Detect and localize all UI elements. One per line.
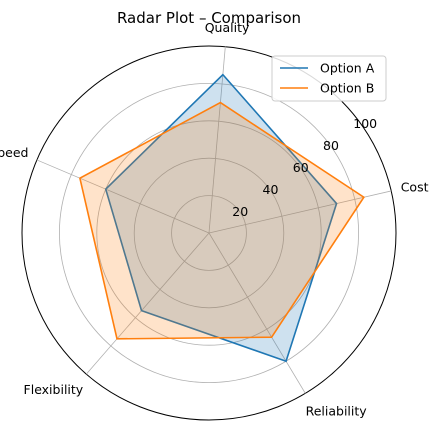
outer-frame-circle (21, 45, 397, 421)
grid-circle-20 (171, 195, 247, 271)
radial-tick-label-20: 20 (232, 204, 248, 219)
radial-tick-label-40: 40 (263, 182, 279, 197)
category-label-speed: Speed (0, 145, 28, 160)
category-label-quality: Quality (205, 20, 250, 35)
spoke-cost (208, 190, 392, 234)
series-line-option-b (78, 101, 365, 340)
radial-tick-label-80: 80 (323, 138, 339, 153)
category-label-reliability: Reliability (306, 403, 368, 418)
spoke-quality (208, 46, 226, 234)
series-line-option-a (104, 73, 338, 363)
category-label-flexibility: Flexibility (24, 382, 84, 397)
series-fill-option-b (79, 102, 364, 339)
spoke-speed (36, 159, 210, 234)
spoke-flexibility (86, 232, 210, 375)
radar-series (78, 73, 365, 363)
category-label-cost: Cost (401, 179, 429, 194)
chart-title: Radar Plot – Comparison (117, 9, 301, 27)
radial-tick-label-100: 100 (353, 116, 377, 131)
radar-grid (21, 45, 397, 421)
spoke-reliability (208, 232, 306, 394)
legend: Option A Option B (271, 55, 387, 102)
series-fill-option-a (105, 74, 337, 362)
grid-circle-60 (96, 120, 322, 346)
radar-labels: 20 40 60 80 100 Cost Quality Speed Flexibility Re… (0, 20, 429, 419)
radial-tick-label-60: 60 (293, 160, 309, 175)
legend-label-option-b: Option B (320, 81, 374, 96)
grid-circle-80 (58, 82, 360, 384)
legend-label-option-a: Option A (320, 61, 375, 76)
grid-circle-40 (133, 157, 285, 309)
